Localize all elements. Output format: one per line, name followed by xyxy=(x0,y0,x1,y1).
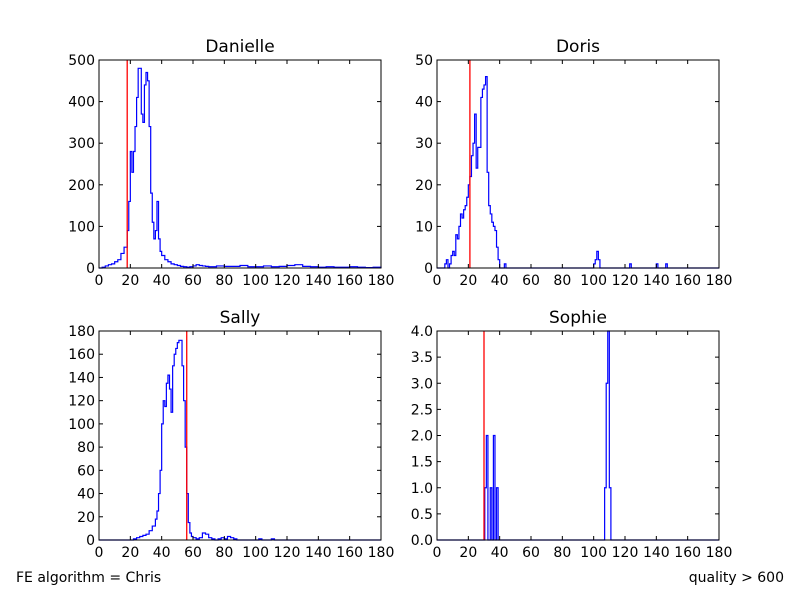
x-tick-label-sophie: 20 xyxy=(459,545,477,561)
y-tick-label-danielle: 0 xyxy=(86,261,95,277)
subplot-title-sally: Sally xyxy=(220,308,261,328)
y-tick-label-sophie: 0.0 xyxy=(411,533,433,549)
x-tick-label-sophie: 140 xyxy=(643,545,670,561)
y-tick-label-doris: 40 xyxy=(415,95,433,111)
x-tick-label-sally: 180 xyxy=(368,545,395,561)
x-tick-label-doris: 60 xyxy=(522,273,540,289)
y-tick-label-sally: 0 xyxy=(86,533,95,549)
x-tick-label-danielle: 40 xyxy=(153,273,171,289)
x-tick-label-doris: 120 xyxy=(612,273,639,289)
y-tick-label-sally: 100 xyxy=(68,417,95,433)
y-tick-label-sally: 40 xyxy=(77,487,95,503)
subplot-sophie: Sophie 0 20 40 60 80 100 120 140 160 180 0.0 0.5 1.0 1… xyxy=(411,308,733,561)
subplot-title-danielle: Danielle xyxy=(205,37,274,57)
axes-frame-sophie xyxy=(436,330,720,541)
x-tick-label-sally: 20 xyxy=(121,545,139,561)
subplot-title-sophie: Sophie xyxy=(549,308,607,328)
y-tick-label-danielle: 100 xyxy=(68,219,95,235)
axes-frame-sally xyxy=(98,330,382,541)
y-tick-label-sophie: 1.5 xyxy=(411,455,433,471)
x-tick-label-sally: 60 xyxy=(184,545,202,561)
y-tick-label-doris: 30 xyxy=(415,136,433,152)
y-tick-label-doris: 50 xyxy=(415,53,433,69)
x-tick-label-sophie: 0 xyxy=(433,545,442,561)
x-tick-label-sally: 80 xyxy=(215,545,233,561)
subplot-title-doris: Doris xyxy=(556,37,600,57)
y-tick-label-sally: 140 xyxy=(68,370,95,386)
y-tick-label-doris: 20 xyxy=(415,178,433,194)
x-tick-label-sally: 100 xyxy=(242,545,269,561)
x-tick-label-sally: 140 xyxy=(305,545,332,561)
x-tick-label-danielle: 160 xyxy=(336,273,363,289)
x-tick-label-danielle: 20 xyxy=(121,273,139,289)
x-tick-label-doris: 100 xyxy=(580,273,607,289)
x-tick-label-danielle: 80 xyxy=(215,273,233,289)
y-tick-label-doris: 0 xyxy=(424,261,433,277)
histogram-series-danielle xyxy=(99,67,382,269)
x-tick-label-doris: 0 xyxy=(433,273,442,289)
y-tick-label-sally: 180 xyxy=(68,324,95,340)
y-tick-label-sophie: 0.5 xyxy=(411,507,433,523)
x-tick-label-danielle: 60 xyxy=(184,273,202,289)
y-tick-label-sophie: 4.0 xyxy=(411,324,433,340)
histogram-series-sophie xyxy=(437,330,719,541)
x-tick-label-sophie: 100 xyxy=(580,545,607,561)
x-tick-label-danielle: 0 xyxy=(95,273,104,289)
y-tick-label-sally: 160 xyxy=(68,347,95,363)
x-tick-label-doris: 160 xyxy=(674,273,701,289)
histogram-series-sally xyxy=(99,339,381,541)
x-tick-label-sophie: 60 xyxy=(522,545,540,561)
y-tick-label-danielle: 200 xyxy=(68,178,95,194)
x-tick-label-sally: 120 xyxy=(274,545,301,561)
y-tick-label-sally: 60 xyxy=(77,463,95,479)
x-tick-label-doris: 180 xyxy=(706,273,733,289)
y-tick-label-sophie: 2.5 xyxy=(411,402,433,418)
subplot-danielle: Danielle 0 20 40 60 80 100 120 140 160 180 0 100 200 3… xyxy=(68,37,394,289)
y-tick-label-sally: 120 xyxy=(68,394,95,410)
x-tick-label-sally: 0 xyxy=(95,545,104,561)
x-tick-label-sophie: 80 xyxy=(553,545,571,561)
footnote-quality: quality > 600 xyxy=(688,570,784,586)
y-tick-label-sophie: 3.0 xyxy=(411,376,433,392)
x-tick-label-doris: 80 xyxy=(553,273,571,289)
axes-frame-doris xyxy=(436,59,720,269)
x-tick-label-doris: 20 xyxy=(459,273,477,289)
y-tick-label-sophie: 2.0 xyxy=(411,429,433,445)
x-tick-label-danielle: 140 xyxy=(305,273,332,289)
x-tick-label-sophie: 160 xyxy=(674,545,701,561)
x-tick-label-danielle: 100 xyxy=(242,273,269,289)
y-tick-label-sophie: 1.0 xyxy=(411,481,433,497)
x-tick-label-danielle: 120 xyxy=(274,273,301,289)
x-tick-label-sophie: 120 xyxy=(612,545,639,561)
x-tick-label-sophie: 180 xyxy=(706,545,733,561)
x-tick-label-sally: 40 xyxy=(153,545,171,561)
x-tick-label-doris: 40 xyxy=(491,273,509,289)
subplot-doris: Doris 0 20 40 60 80 100 120 140 160 180 0 10 20 30 40 50 xyxy=(415,37,732,289)
x-tick-label-danielle: 180 xyxy=(368,273,395,289)
footnote-fe-algorithm: FE algorithm = Chris xyxy=(16,570,162,586)
y-tick-label-danielle: 400 xyxy=(68,95,95,111)
x-tick-label-sophie: 40 xyxy=(491,545,509,561)
y-tick-label-danielle: 500 xyxy=(68,53,95,69)
x-tick-label-doris: 140 xyxy=(643,273,670,289)
y-tick-label-sally: 20 xyxy=(77,510,95,526)
y-tick-label-sophie: 3.5 xyxy=(411,350,433,366)
y-tick-label-doris: 10 xyxy=(415,219,433,235)
axes-frame-danielle xyxy=(98,59,382,269)
x-tick-label-sally: 160 xyxy=(336,545,363,561)
y-tick-label-danielle: 300 xyxy=(68,136,95,152)
y-tick-label-sally: 80 xyxy=(77,440,95,456)
histogram-series-doris xyxy=(437,76,719,269)
